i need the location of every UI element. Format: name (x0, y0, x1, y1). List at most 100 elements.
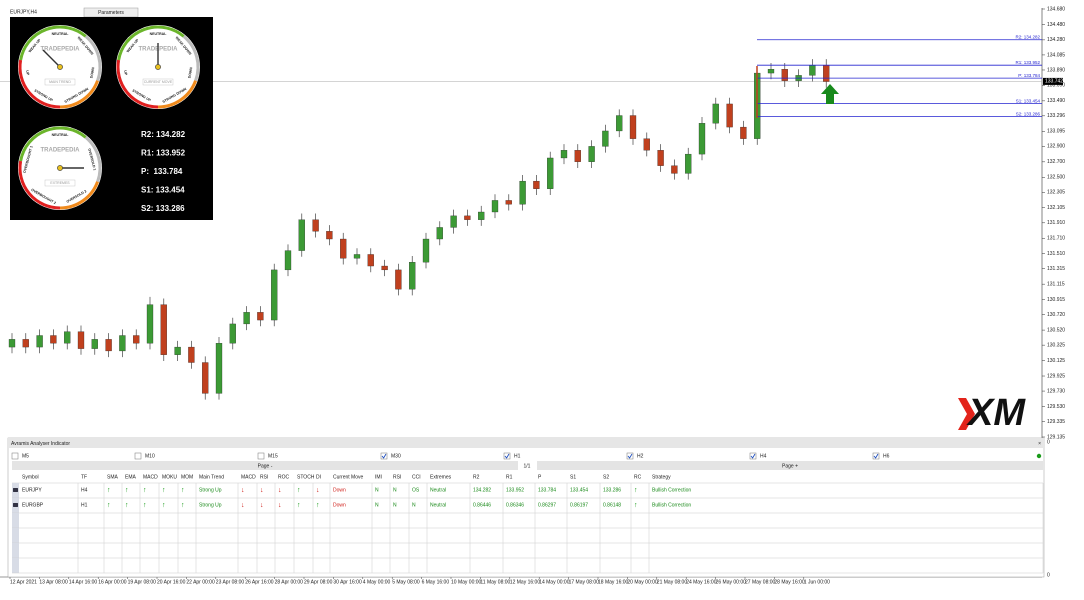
table-cell: H1 (81, 502, 88, 508)
table-cell: 0.86297 (538, 502, 556, 508)
timeframe-checkbox[interactable] (749, 452, 757, 460)
candle-body (188, 346, 195, 363)
checkbox-tick[interactable] (750, 453, 756, 459)
page-count: 1/1 (524, 463, 531, 469)
last-price-box (1043, 77, 1063, 85)
gauge-caption-box (142, 78, 174, 86)
page-prev-button[interactable] (12, 461, 518, 470)
timeframe-label[interactable]: M15 (268, 453, 278, 459)
candle-body (726, 103, 733, 128)
checkbox-tick[interactable] (873, 453, 879, 459)
candle-body (271, 269, 278, 321)
dashboard-pivot: R1: 133.952 (141, 149, 186, 158)
y-tick-label: 131.115 (1047, 281, 1065, 287)
x-tick-label: 20 Apr 16:00 (157, 579, 186, 585)
signal-arrow: ↓ (278, 502, 282, 509)
y-tick-label: 129.135 (1047, 434, 1065, 440)
signal-arrow: ↑ (316, 502, 320, 509)
candle-body (616, 115, 623, 132)
signal-arrow: ↑ (181, 487, 185, 494)
x-tick-label: 23 Apr 08:00 (216, 579, 245, 585)
candle-body (50, 335, 57, 344)
y-tick-label: 130.325 (1047, 342, 1065, 348)
table-cell: EURGBP (22, 502, 44, 508)
candle-body (77, 331, 85, 349)
candle-body (478, 211, 485, 220)
candle-body (450, 215, 457, 228)
panel-close[interactable]: × (1038, 441, 1041, 447)
x-tick-label: 12 Apr 2021 (10, 579, 37, 585)
y-tick-label: 133.095 (1047, 129, 1065, 135)
gauge-arc (117, 25, 185, 61)
table-cell: Neutral (430, 487, 446, 493)
candle-body (174, 346, 181, 355)
timeframe-checkbox[interactable] (872, 452, 880, 460)
candle-body (823, 65, 830, 82)
y-tick-label: 129.925 (1047, 373, 1065, 379)
column-header: STOCH (297, 474, 315, 480)
timeframe-label[interactable]: H6 (883, 453, 890, 459)
table-cell: Down (333, 502, 346, 508)
gauge-caption: CURRENT MOVE (144, 80, 173, 84)
timeframe-checkbox[interactable] (503, 452, 511, 460)
gauge-ring-label: UP (123, 70, 128, 76)
timeframe-label[interactable]: M10 (145, 453, 155, 459)
row-button[interactable] (13, 488, 18, 492)
candle-body (505, 200, 512, 205)
gauge-arc (84, 136, 102, 183)
timeframe-label[interactable]: H1 (514, 453, 521, 459)
column-header: EMA (125, 474, 137, 480)
timeframe-label[interactable]: M5 (22, 453, 29, 459)
gauge-hub (155, 64, 161, 70)
row-button[interactable] (13, 503, 18, 507)
y-tick-label: 134.085 (1047, 52, 1065, 58)
candle-body (629, 115, 637, 139)
timeframe-checkbox[interactable] (257, 452, 265, 460)
x-tick-label: 5 May 08:00 (392, 579, 420, 585)
price-chart: 134.680 134.480 134.280 134.085 133.890 133.6… (0, 6, 1065, 585)
page-next-button[interactable] (537, 461, 1043, 470)
gauge-hub (57, 165, 63, 171)
x-tick-label: 26 Apr 16:00 (245, 579, 274, 585)
panel-scale-bottom: 0 (1047, 572, 1050, 578)
y-tick-label: 133.490 (1047, 98, 1065, 104)
candle-body (491, 200, 499, 213)
table-cell: 133.784 (538, 487, 556, 493)
x-tick-label: 4 May 00:00 (363, 579, 391, 585)
candle-body (243, 312, 250, 325)
signal-arrow: ↑ (125, 487, 129, 494)
timeframe-checkbox[interactable] (380, 452, 388, 460)
gauge-ring-label: DOWN (89, 66, 95, 78)
column-header: TF (81, 474, 87, 480)
timeframe-checkbox[interactable] (626, 452, 634, 460)
dashboard-pivot: S1: 133.454 (141, 186, 185, 195)
gauge-caption-box (44, 78, 76, 86)
checkbox-tick[interactable] (627, 453, 633, 459)
table-cell: N (375, 487, 379, 493)
gauge-ring-label: NEUTRAL (150, 32, 168, 36)
timeframe-label[interactable]: M30 (391, 453, 401, 459)
signal-arrow: ↑ (181, 502, 185, 509)
gauge-ring-label: DOWN (187, 66, 193, 78)
logo-mark (958, 398, 975, 430)
page-next-label[interactable]: Page + (782, 463, 798, 469)
timeframe-checkbox[interactable] (134, 452, 142, 460)
y-tick-label: 132.900 (1047, 144, 1065, 150)
table-cell: H4 (81, 487, 88, 493)
column-header: MACD (143, 474, 158, 480)
timeframe-label[interactable]: H2 (637, 453, 644, 459)
x-tick-label: 20 May 00:00 (627, 579, 658, 585)
y-tick-label: 132.500 (1047, 175, 1065, 181)
timeframe-checkbox[interactable] (11, 452, 19, 460)
checkbox-tick[interactable] (504, 453, 510, 459)
page-prev-label[interactable]: Page - (258, 463, 273, 469)
parameters-button-label[interactable]: Parameters (98, 10, 124, 16)
signal-arrow: ↓ (241, 502, 245, 509)
gauge-hub (57, 64, 63, 70)
timeframe-label[interactable]: H4 (760, 453, 767, 459)
table-cell: EURJPY (22, 487, 42, 493)
checkbox-tick[interactable] (381, 453, 387, 459)
candle-body (643, 138, 650, 151)
